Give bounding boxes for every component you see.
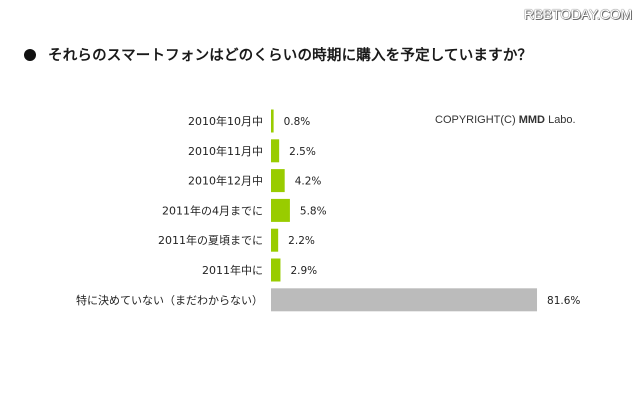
value-label: 5.8%: [300, 205, 327, 217]
watermark: RBBTODAY.COM: [523, 6, 632, 22]
value-label: 2.5%: [289, 146, 316, 158]
bullet-icon: [24, 48, 36, 61]
category-label: 2010年12月中: [188, 174, 263, 188]
bar: [271, 198, 290, 222]
bar: [271, 258, 281, 282]
category-label: 2011年の4月までに: [162, 203, 263, 217]
value-label: 0.8%: [284, 116, 311, 128]
copyright-suffix: Labo.: [545, 114, 576, 126]
bar: [271, 169, 285, 193]
copyright-prefix: COPYRIGHT(C): [435, 114, 519, 126]
bar: [271, 288, 538, 312]
bar: [271, 109, 274, 133]
category-label: 2010年11月中: [188, 144, 263, 158]
chart-title: それらのスマートフォンはどのくらいの時期に購入を予定していますか？: [24, 44, 532, 65]
category-label: 2011年の夏頃までに: [158, 233, 263, 247]
copyright-brand: MMD: [518, 114, 546, 126]
bar: [271, 228, 279, 252]
category-label: 2011年中に: [202, 263, 263, 277]
copyright-notice: COPYRIGHT(C) MMD Labo.: [435, 114, 576, 126]
value-label: 81.6%: [547, 295, 580, 307]
bar: [271, 139, 280, 163]
chart-title-text: それらのスマートフォンはどのくらいの時期に購入を予定していますか？: [48, 48, 533, 64]
category-label: 2010年10月中: [188, 114, 263, 128]
value-label: 2.2%: [288, 235, 315, 247]
value-label: 4.2%: [295, 176, 322, 188]
category-label: 特に決めていない（まだわからない）: [76, 293, 263, 307]
value-label: 2.9%: [290, 265, 317, 277]
